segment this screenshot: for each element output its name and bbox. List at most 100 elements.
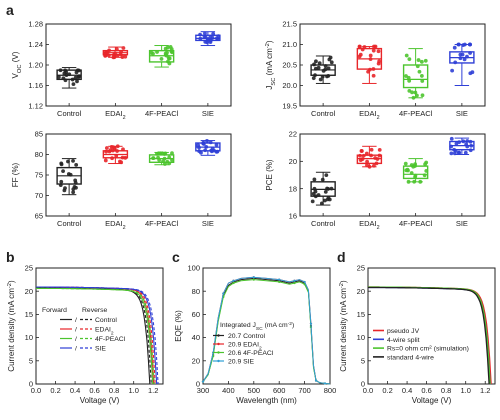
subscript: SC	[256, 326, 263, 332]
data-point	[361, 153, 366, 158]
label-text: )	[292, 322, 294, 329]
data-point	[418, 179, 423, 184]
x-category-label: EDAI2	[105, 219, 126, 231]
data-point	[170, 151, 174, 156]
legend-separator: /	[75, 346, 77, 353]
legend-label: Control	[95, 317, 117, 324]
x-category-label: Control	[311, 219, 336, 228]
box-edai2	[356, 145, 383, 169]
data-point	[163, 162, 167, 166]
legend-separator: /	[75, 327, 77, 334]
x-category-label: Control	[57, 109, 82, 118]
data-point	[151, 156, 156, 161]
legend-marker	[217, 334, 220, 337]
y-axis-label: VOC (V)	[11, 51, 23, 78]
data-point	[413, 90, 418, 95]
legend-separator: /	[75, 336, 77, 343]
box-control	[310, 55, 336, 84]
data-point	[63, 186, 67, 191]
data-point	[74, 70, 79, 75]
x-tick-label: 0.8	[109, 386, 119, 395]
data-point	[170, 158, 174, 162]
eqe-marker	[293, 281, 296, 285]
data-point	[59, 179, 64, 184]
x-tick-label: 300	[197, 386, 210, 395]
data-point	[165, 50, 169, 55]
subscript: 2	[123, 225, 126, 231]
superscript: -2	[339, 283, 345, 288]
data-point	[123, 54, 128, 59]
label-text: EDAI	[105, 219, 123, 228]
data-point	[325, 186, 329, 191]
label-text: EDAI	[95, 327, 111, 334]
data-point	[312, 177, 317, 182]
data-point	[208, 40, 213, 44]
jv-curve	[368, 286, 490, 385]
data-point	[120, 55, 125, 60]
data-point	[312, 186, 317, 191]
data-point	[453, 60, 458, 65]
data-point	[203, 148, 208, 153]
ff-box-chart: 65 70 75 80 85 FF (%) Control EDAI2 4F-PEACl SIE	[11, 130, 232, 231]
data-point	[462, 42, 467, 47]
y-tick-label: 22	[289, 130, 297, 139]
x-category-label: SIE	[456, 219, 468, 228]
plot-frame	[299, 133, 486, 217]
legend: Integrated JSC (mA cm-2)20.7 Control20.9…	[213, 321, 294, 366]
data-point	[468, 51, 472, 55]
legend-marker	[217, 359, 220, 363]
jv-curve-chart: 0.0 0.2 0.4 0.6 0.8 1.0 1.2 0 5 10 15 20 25 Voltage (…	[7, 264, 164, 405]
data-point	[463, 150, 468, 155]
data-point	[374, 161, 379, 166]
x-category-label: 4F-PEACl	[399, 219, 433, 228]
data-point	[366, 69, 370, 74]
data-point	[419, 74, 424, 78]
data-point	[358, 52, 363, 57]
x-category-label: 4F-PEACl	[399, 109, 433, 118]
data-point	[373, 44, 378, 49]
data-point	[365, 159, 369, 164]
y-tick-label: 1.28	[28, 20, 43, 29]
y-axis-label: EQE (%)	[174, 310, 183, 342]
y-tick-label: 15	[357, 310, 365, 319]
y-tick-label: 20	[357, 287, 365, 296]
y-tick-label: 5	[361, 356, 365, 365]
y-axis-label: FF (%)	[11, 162, 20, 187]
data-point	[216, 34, 221, 38]
data-point	[358, 158, 363, 163]
data-point	[465, 139, 470, 143]
label-text: (mA cm	[263, 322, 288, 329]
data-point	[369, 153, 374, 158]
x-category-label: EDAI2	[359, 109, 380, 121]
x-tick-label: 400	[222, 386, 235, 395]
data-point	[377, 147, 382, 152]
x-tick-label: 1.2	[480, 386, 490, 395]
y-tick-label: 85	[35, 130, 43, 139]
y-tick-label: 10	[25, 333, 33, 342]
label-text: Integrated J	[220, 322, 256, 329]
data-point	[364, 151, 369, 156]
data-point	[404, 53, 409, 58]
box-control	[310, 171, 336, 206]
data-point	[411, 164, 416, 169]
legend-label: 20.9 SIE	[228, 359, 255, 366]
data-point	[419, 59, 424, 64]
y-tick-label: 0	[196, 380, 200, 389]
box-iqr	[402, 64, 429, 89]
data-point	[114, 153, 119, 158]
x-category-label: EDAI2	[105, 109, 126, 121]
data-point	[453, 148, 458, 153]
subscript: 2	[377, 225, 380, 231]
data-point	[59, 162, 64, 167]
x-tick-label: 0.6	[89, 386, 99, 395]
eqe-marker	[252, 276, 255, 279]
data-point	[420, 79, 425, 83]
data-point	[469, 143, 474, 148]
label-text: EDAI	[105, 109, 123, 118]
box-4f-peacl	[148, 44, 175, 68]
label-text: 20.9 EDAI	[228, 342, 259, 349]
y-tick-label: 80	[35, 150, 43, 159]
subscript: 2	[377, 115, 380, 121]
label-text: EDAI	[359, 109, 377, 118]
data-point	[208, 140, 213, 145]
